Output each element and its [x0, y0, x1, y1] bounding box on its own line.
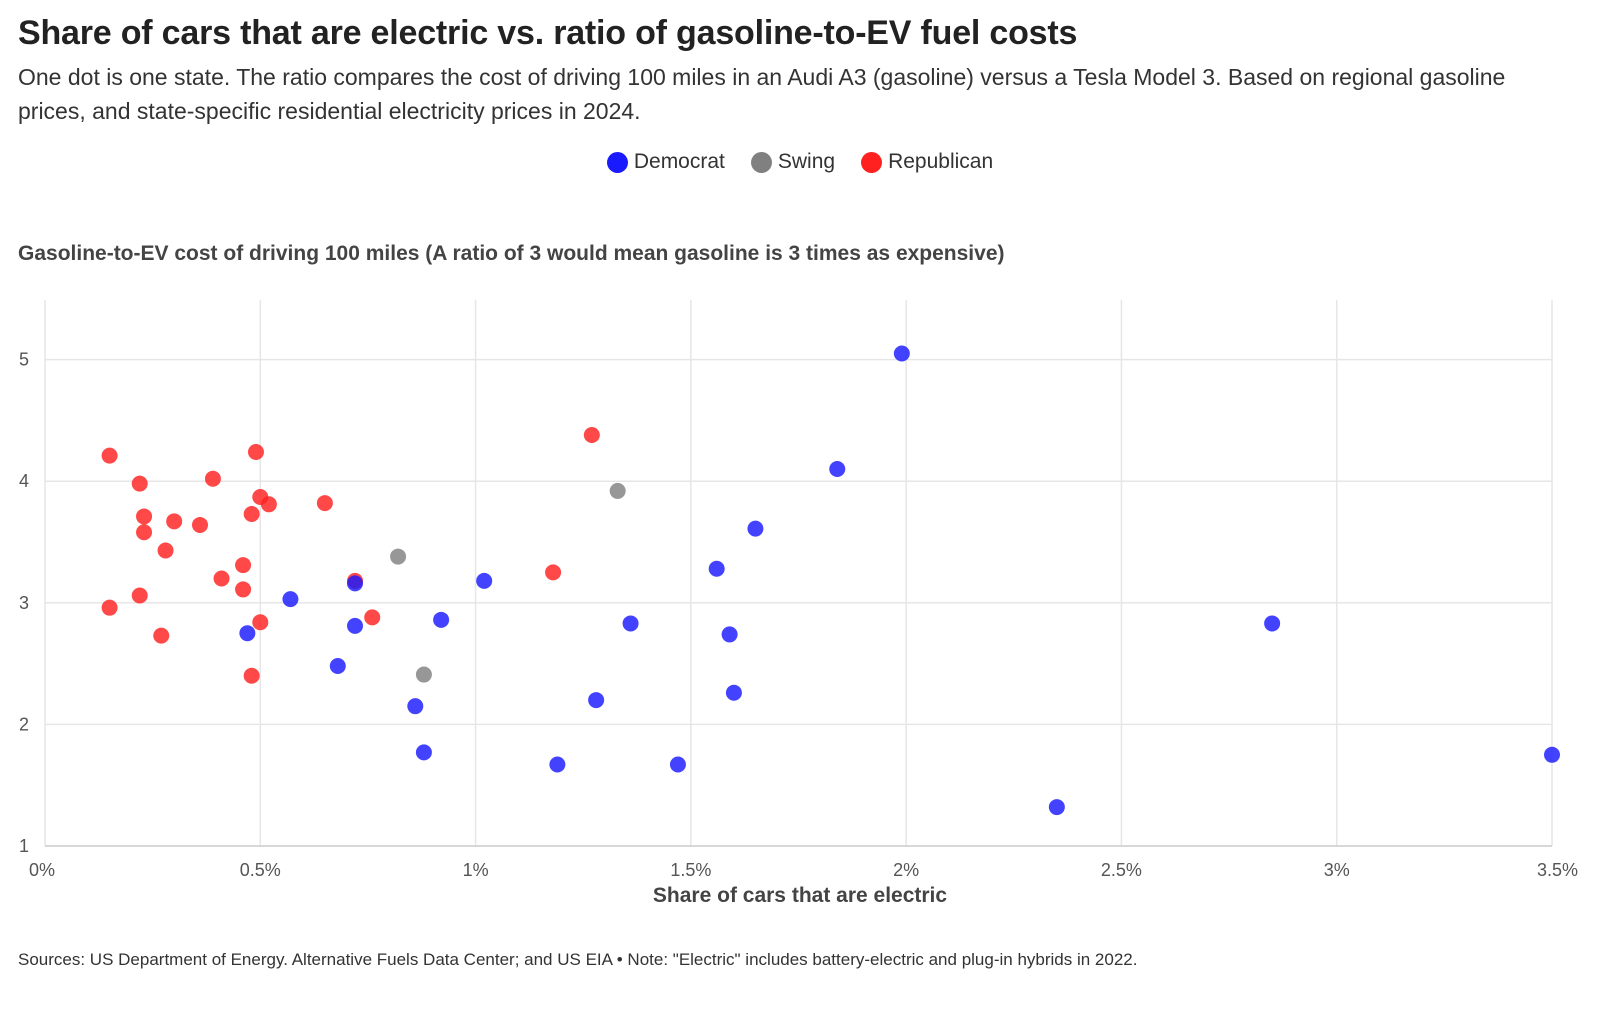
data-point-republican	[136, 524, 153, 541]
data-point-democrat	[329, 658, 346, 675]
data-point-republican	[583, 426, 600, 443]
data-point-democrat	[407, 698, 424, 715]
data-point-democrat	[893, 345, 910, 362]
x-tick-label: 0.5%	[240, 860, 281, 880]
legend-dot-swing	[750, 151, 772, 173]
data-point-democrat	[829, 461, 846, 478]
y-tick-label: 3	[19, 593, 29, 613]
x-tick-label: 2.5%	[1101, 860, 1142, 880]
data-point-republican	[153, 627, 170, 644]
data-point-republican	[101, 599, 118, 616]
data-point-democrat	[669, 756, 686, 773]
data-point-democrat	[725, 684, 742, 701]
data-point-democrat	[588, 692, 605, 709]
data-point-democrat	[347, 617, 364, 634]
data-point-democrat	[721, 626, 738, 643]
data-point-swing	[609, 482, 626, 499]
data-point-democrat	[433, 611, 450, 628]
data-point-republican	[247, 444, 264, 461]
legend: Democrat Swing Republican	[0, 150, 1600, 174]
x-axis-title: Share of cars that are electric	[652, 884, 948, 907]
data-point-democrat	[747, 520, 764, 537]
chart-title: Share of cars that are electric vs. rati…	[18, 14, 1078, 52]
data-point-democrat	[1048, 799, 1065, 816]
legend-label-democrat: Democrat	[633, 150, 725, 173]
y-tick-label: 5	[19, 350, 29, 370]
x-tick-label: 2%	[893, 860, 919, 880]
data-point-republican	[235, 557, 252, 574]
chart-subtitle: One dot is one state. The ratio compares…	[18, 64, 1506, 124]
data-point-republican	[260, 496, 277, 513]
data-point-democrat	[1264, 615, 1281, 632]
x-tick-label: 1%	[463, 860, 489, 880]
data-point-republican	[316, 495, 333, 512]
x-tick-label: 0%	[29, 860, 55, 880]
data-point-democrat	[708, 560, 725, 577]
data-point-republican	[192, 516, 209, 533]
legend-label-swing: Swing	[777, 150, 836, 173]
data-point-republican	[204, 470, 221, 487]
data-point-republican	[235, 581, 252, 598]
data-point-democrat	[1544, 746, 1560, 763]
data-point-swing	[415, 666, 432, 683]
data-point-democrat	[476, 572, 493, 589]
legend-dot-democrat	[606, 151, 628, 173]
data-point-republican	[252, 614, 269, 631]
data-point-democrat	[239, 625, 256, 642]
data-point-republican	[243, 667, 260, 684]
data-point-democrat	[415, 744, 432, 761]
legend-label-republican: Republican	[888, 150, 994, 173]
data-point-republican	[213, 570, 230, 587]
y-tick-label: 1	[19, 836, 29, 856]
data-point-democrat	[549, 756, 566, 773]
legend-dot-republican	[861, 151, 883, 173]
data-point-democrat	[347, 575, 364, 592]
y-tick-label: 2	[19, 714, 29, 734]
legend-item-republican[interactable]: Republican	[861, 150, 993, 174]
x-tick-label: 1.5%	[670, 860, 711, 880]
legend-item-democrat[interactable]: Democrat	[606, 150, 725, 174]
data-point-swing	[390, 548, 407, 565]
legend-item-swing[interactable]: Swing	[750, 150, 836, 174]
data-point-republican	[364, 609, 381, 626]
data-point-republican	[157, 542, 174, 559]
data-point-republican	[545, 564, 562, 581]
data-point-republican	[136, 508, 153, 525]
data-point-republican	[166, 513, 183, 530]
data-point-republican	[101, 447, 118, 464]
y-tick-label: 4	[19, 471, 29, 491]
data-point-democrat	[622, 615, 639, 632]
data-point-republican	[131, 475, 148, 492]
y-axis-title: Gasoline-to-EV cost of driving 100 miles…	[18, 242, 1005, 265]
x-tick-label: 3%	[1324, 860, 1350, 880]
x-tick-label: 3.5%	[1537, 860, 1578, 880]
source-note: Sources: US Department of Energy. Altern…	[18, 950, 1138, 969]
data-point-democrat	[282, 591, 299, 608]
data-point-republican	[243, 506, 260, 523]
data-point-republican	[131, 587, 148, 604]
